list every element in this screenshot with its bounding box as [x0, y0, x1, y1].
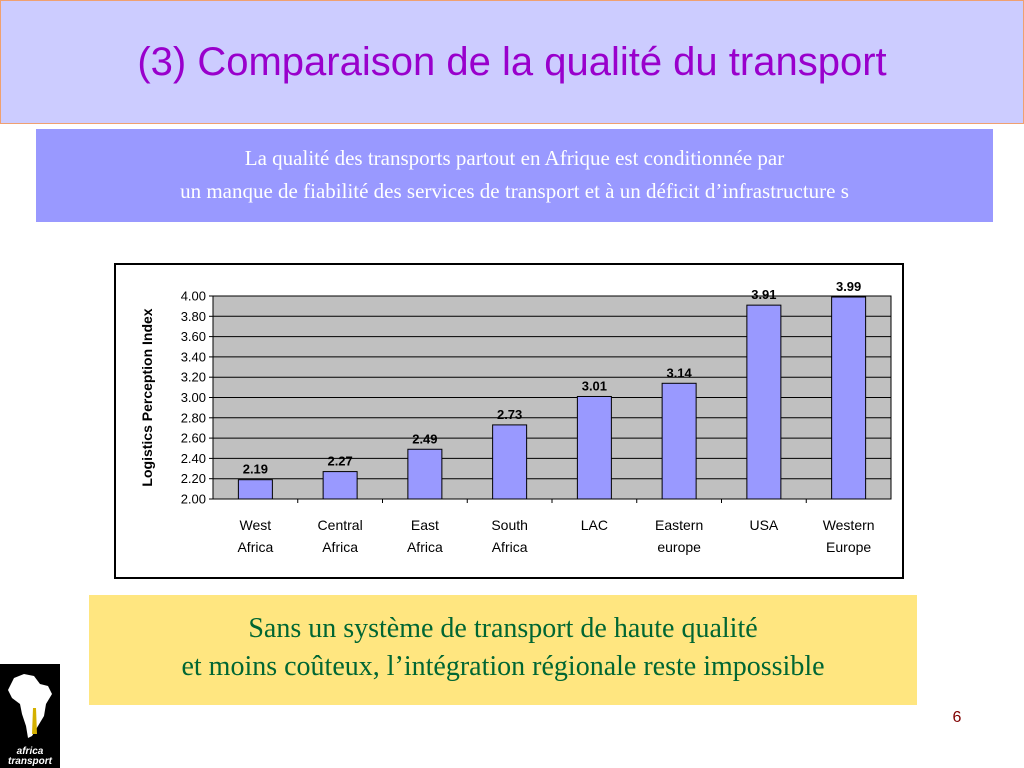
subtitle-box: La qualité des transports partout en Afr…	[36, 129, 993, 222]
x-tick-label: Central	[318, 517, 363, 533]
title-bar	[0, 0, 1024, 124]
bar-value-label: 2.49	[412, 431, 437, 446]
y-tick-label: 3.80	[181, 309, 206, 324]
y-tick-label: 3.60	[181, 329, 206, 344]
x-tick-label: South	[491, 517, 528, 533]
x-tick-label: Europe	[826, 539, 871, 555]
y-tick-label: 2.20	[181, 471, 206, 486]
africa-map-icon	[8, 674, 52, 738]
x-tick-label: europe	[657, 539, 701, 555]
conclusion-box: Sans un système de transport de haute qu…	[89, 595, 917, 705]
bar	[492, 424, 528, 500]
slide-title: (3) Comparaison de la qualité du transpo…	[137, 40, 887, 84]
y-tick-label: 3.40	[181, 349, 206, 364]
bar	[407, 448, 443, 500]
y-tick-label: 3.00	[181, 390, 206, 405]
bar-value-label: 2.19	[243, 462, 268, 477]
x-tick-label: West	[240, 517, 272, 533]
bar-value-label: 2.73	[497, 407, 522, 422]
conclusion-line-1: Sans un système de transport de haute qu…	[248, 613, 758, 644]
page-number: 6	[952, 709, 962, 726]
conclusion-line-2: et moins coûteux, l’intégration régional…	[181, 651, 825, 682]
x-tick-label: LAC	[581, 517, 608, 533]
y-tick-label: 4.00	[181, 289, 206, 304]
x-tick-label: USA	[749, 517, 778, 533]
bar-value-label: 3.01	[582, 378, 607, 393]
logo-text-transport: transport	[8, 756, 52, 767]
y-axis-title: Logistics Perception Index	[139, 308, 155, 486]
bar	[237, 479, 273, 500]
subtitle-line-1: La qualité des transports partout en Afr…	[244, 146, 785, 170]
chart-frame: 2.00 2.20 2.40 2.60 2.80 3.00 3.20 3.40 3.60 3.80…	[114, 263, 904, 579]
y-tick-label: 2.40	[181, 451, 206, 466]
bar-chart: 2.00 2.20 2.40 2.60 2.80 3.00 3.20 3.40 3.60 3.80…	[139, 279, 892, 555]
bar	[831, 296, 867, 500]
y-tick-label: 2.60	[181, 431, 206, 446]
x-tick-label: Eastern	[655, 517, 703, 533]
logo-text-africa: africa	[16, 746, 44, 757]
subtitle-line-2: un manque de fiabilité des services de t…	[180, 179, 849, 203]
africa-transport-logo	[0, 664, 60, 768]
y-tick-label: 2.00	[181, 492, 206, 507]
bar-value-label: 3.14	[666, 365, 692, 380]
y-tick-label: 2.80	[181, 410, 206, 425]
bar-value-label: 3.99	[836, 279, 861, 294]
x-tick-label: Western	[823, 517, 875, 533]
x-tick-label: Africa	[492, 539, 528, 555]
bar	[746, 304, 782, 500]
bar	[661, 382, 697, 500]
x-tick-label: Africa	[407, 539, 443, 555]
y-tick-label: 3.20	[181, 370, 206, 385]
x-tick-label: East	[411, 517, 439, 533]
bar	[576, 395, 612, 500]
bar	[322, 471, 358, 500]
bar-value-label: 2.27	[327, 454, 352, 469]
x-tick-label: Africa	[322, 539, 358, 555]
x-tick-label: Africa	[237, 539, 273, 555]
bar-value-label: 3.91	[751, 287, 776, 302]
